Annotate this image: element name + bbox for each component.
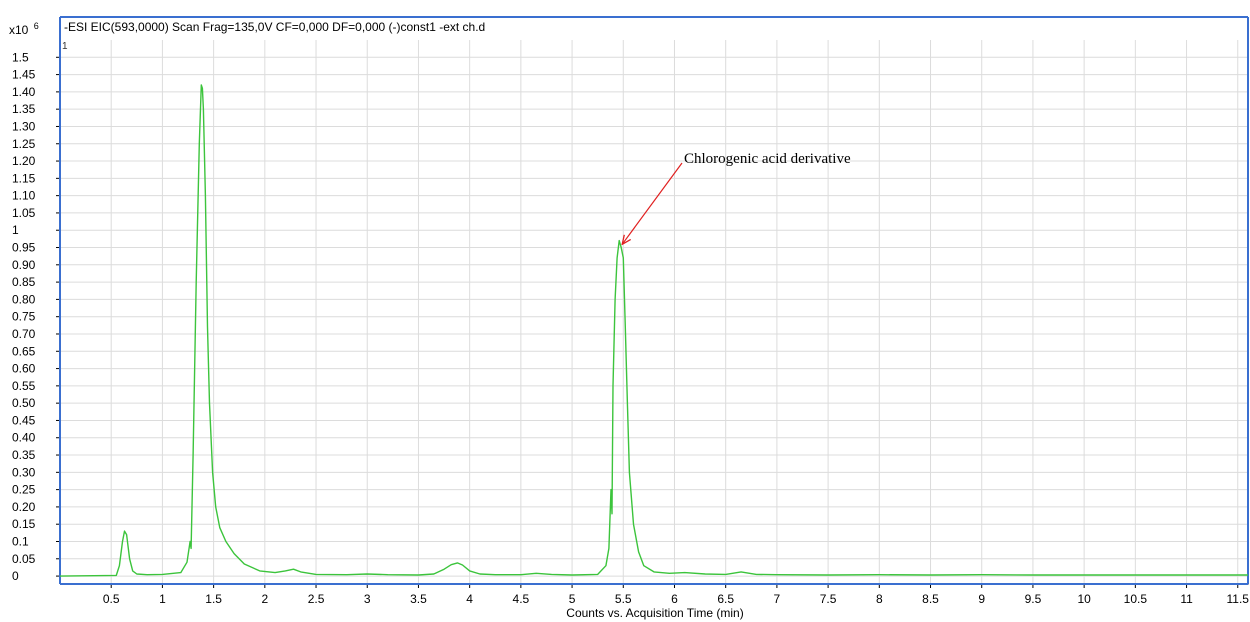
x-tick-label: 11 xyxy=(1180,592,1193,606)
chart-title: -ESI EIC(593,0000) Scan Frag=135,0V CF=0… xyxy=(64,20,485,34)
annotation-arrow xyxy=(622,162,683,244)
y-tick-label: 0.15 xyxy=(12,517,36,531)
x-tick-label: 3.5 xyxy=(410,592,427,606)
y-tick-label: 0.35 xyxy=(12,448,36,462)
x-tick-label: 1.5 xyxy=(205,592,222,606)
y-tick-label: 0.45 xyxy=(12,413,36,427)
y-tick-label: 0.90 xyxy=(12,258,36,272)
series-group xyxy=(59,84,1248,577)
x-tick-label: 7.5 xyxy=(820,592,837,606)
y-tick-label: 0 xyxy=(12,569,19,583)
y-tick-label: 1.40 xyxy=(12,85,36,99)
plot-id-label: 1 xyxy=(62,41,68,52)
x-tick-label: 10.5 xyxy=(1124,592,1148,606)
y-tick-label: 0.50 xyxy=(12,396,36,410)
y-tick-label: 0.70 xyxy=(12,327,36,341)
x-tick-label: 3 xyxy=(364,592,371,606)
y-tick-label: 0.25 xyxy=(12,483,36,497)
y-tick-label: 0.40 xyxy=(12,431,36,445)
x-tick-label: 6.5 xyxy=(717,592,734,606)
y-tick-label: 1.20 xyxy=(12,154,36,168)
grid-lines xyxy=(60,40,1248,583)
x-tick-label: 9.5 xyxy=(1025,592,1042,606)
y-tick-label: 1.30 xyxy=(12,119,36,133)
x-tick-label: 7 xyxy=(774,592,781,606)
x-tick-label: 1 xyxy=(159,592,166,606)
x-tick-label: 4.5 xyxy=(513,592,530,606)
y-multiplier-base: x10 xyxy=(9,23,29,37)
x-tick-label: 2.5 xyxy=(308,592,325,606)
y-tick-label: 0.85 xyxy=(12,275,36,289)
y-tick-labels: 0 0.05 0.1 0.15 0.20 0.25 0.30 0.35 0.40 0.45 0.50… xyxy=(12,50,36,583)
y-tick-label: 0.65 xyxy=(12,344,36,358)
x-axis-label: Counts vs. Acquisition Time (min) xyxy=(566,606,743,620)
x-tick-label: 5 xyxy=(569,592,576,606)
y-tick-label: 0.55 xyxy=(12,379,36,393)
y-tick-label: 0.75 xyxy=(12,310,36,324)
y-multiplier-exponent: 6 xyxy=(34,21,39,31)
y-multiplier-label: x10 6 xyxy=(9,21,39,37)
y-tick-label: 0.60 xyxy=(12,362,36,376)
y-tick-label: 0.20 xyxy=(12,500,36,514)
y-tick-label: 1.35 xyxy=(12,102,36,116)
x-tick-label: 2 xyxy=(261,592,268,606)
y-tick-label: 1.15 xyxy=(12,171,36,185)
y-tick-label: 0.95 xyxy=(12,241,36,255)
y-tick-label: 0.30 xyxy=(12,465,36,479)
annotation-group: Chlorogenic acid derivative xyxy=(622,151,851,244)
y-tick-label: 1.05 xyxy=(12,206,36,220)
y-tick-label: 1.25 xyxy=(12,137,36,151)
y-tick-label: 1.45 xyxy=(12,68,36,82)
y-tick-label: 0.1 xyxy=(12,534,29,548)
x-tick-label: 8.5 xyxy=(922,592,939,606)
x-tick-label: 4 xyxy=(466,592,473,606)
y-tick-label: 0.05 xyxy=(12,552,36,566)
x-tick-label: 6 xyxy=(671,592,678,606)
x-tick-label: 10 xyxy=(1077,592,1091,606)
y-tick-label: 1 xyxy=(12,223,19,237)
y-tick-label: 1.10 xyxy=(12,189,36,203)
x-tick-labels: 0.5 1 1.5 2 2.5 3 3.5 4 4.5 5 5.5 6 6.5 7 7.5 8 8.5 9 9.5 1… xyxy=(103,592,1249,606)
x-tick-label: 0.5 xyxy=(103,592,120,606)
series-line xyxy=(59,84,1248,577)
annotation-label: Chlorogenic acid derivative xyxy=(684,151,851,167)
x-tick-label: 9 xyxy=(978,592,985,606)
x-tick-label: 5.5 xyxy=(615,592,632,606)
y-tick-label: 0.80 xyxy=(12,292,36,306)
x-tick-label: 8 xyxy=(876,592,883,606)
y-tick-label: 1.5 xyxy=(12,50,29,64)
x-tick-label: 11.5 xyxy=(1227,592,1250,606)
axes xyxy=(56,16,1249,588)
